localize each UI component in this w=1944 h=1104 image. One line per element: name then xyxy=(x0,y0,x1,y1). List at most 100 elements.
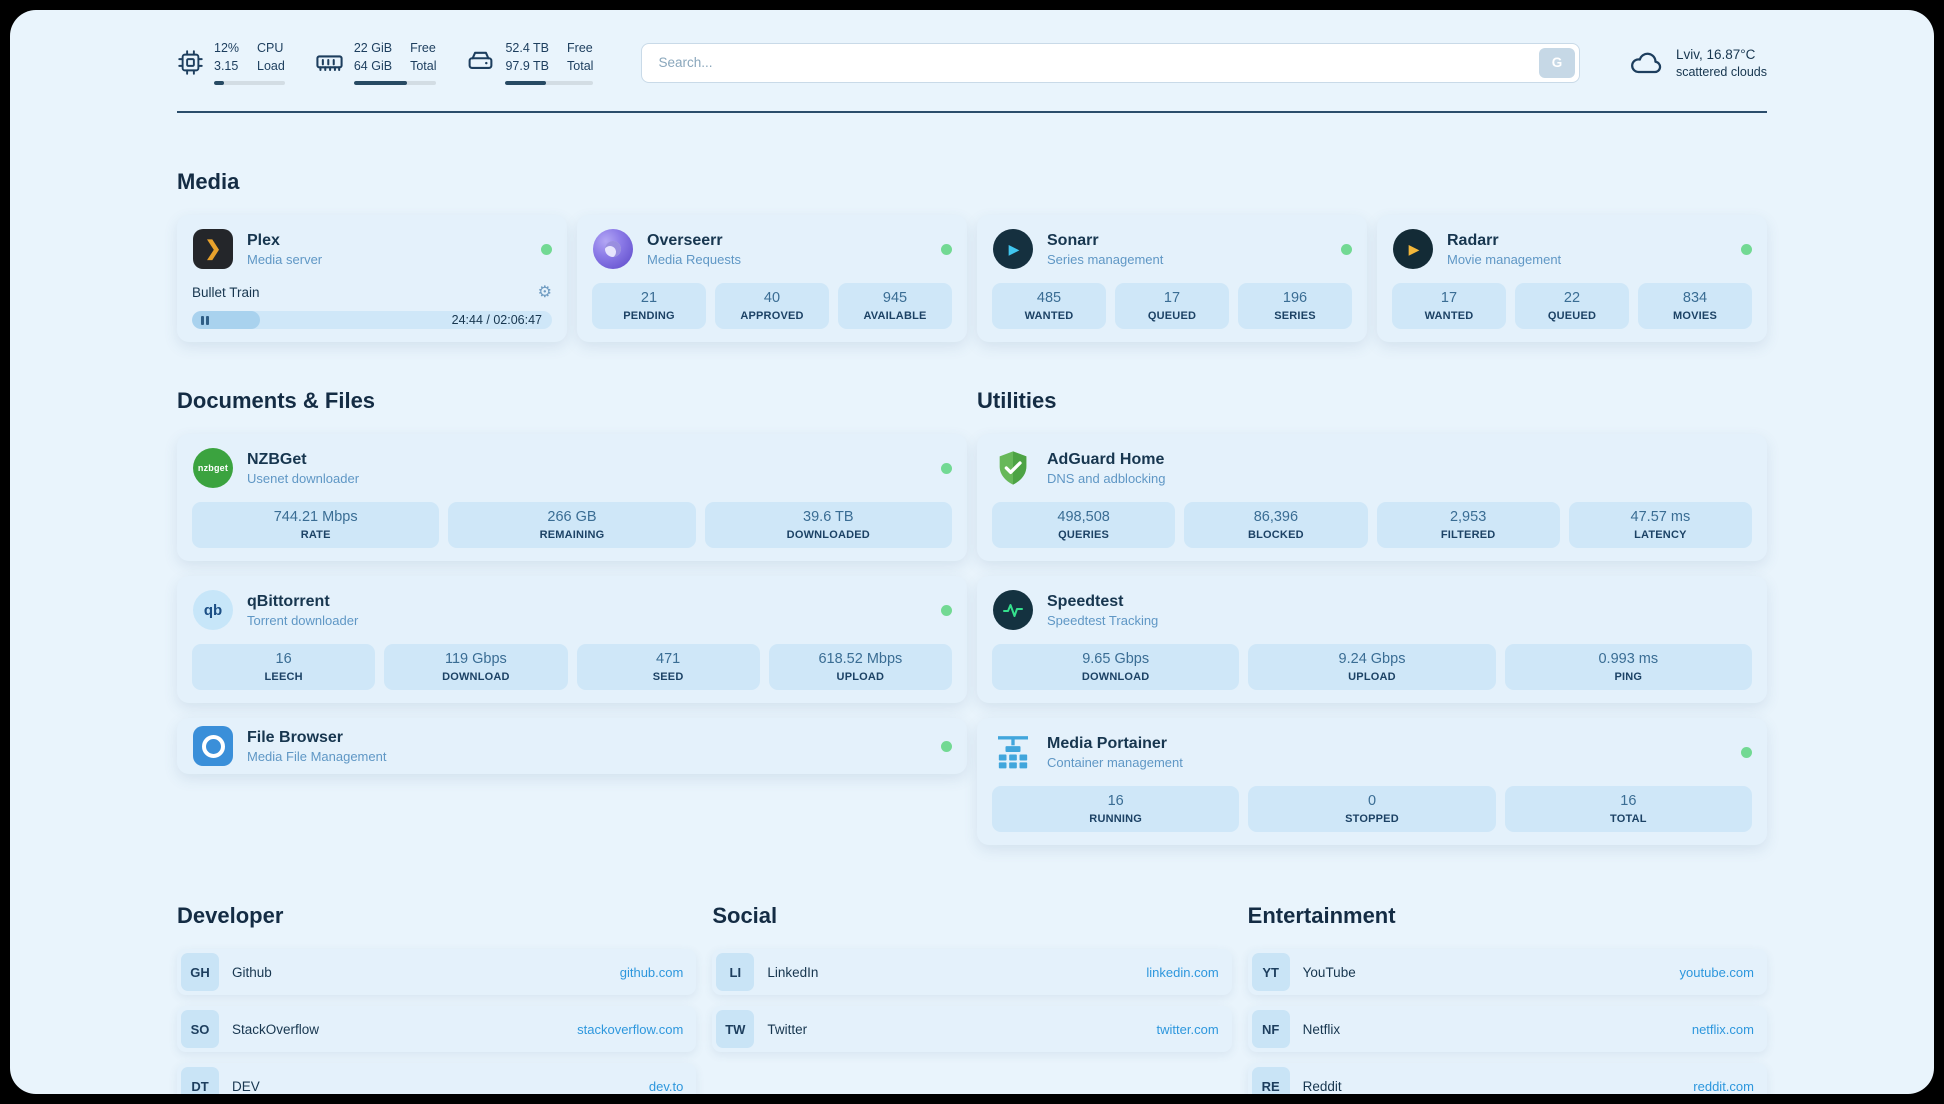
stat-label: WANTED xyxy=(1024,310,1074,322)
stat-label: TOTAL xyxy=(1609,813,1647,825)
app-text: Sonarr Series management xyxy=(1047,232,1163,267)
app-stats: 9.65 Gbps DOWNLOAD 9.24 Gbps UPLOAD 0.99… xyxy=(992,644,1752,690)
app-text: Speedtest Speedtest Tracking xyxy=(1047,593,1158,628)
cpu-chip-icon xyxy=(177,49,204,76)
stat-ping: 0.993 ms PING xyxy=(1504,644,1752,690)
bookmark-url[interactable]: linkedin.com xyxy=(1146,964,1219,980)
media-cards: ❯ Plex Media server Bullet Train ⚙ 24:44… xyxy=(177,215,1767,342)
bookmark-stackoverflow[interactable]: SO StackOverflow stackoverflow.com xyxy=(177,1006,697,1052)
app-card-overseerr[interactable]: Overseerr Media Requests 21 PENDING 40 A… xyxy=(577,215,967,342)
status-online-dot xyxy=(941,462,952,474)
stat-label: PING xyxy=(1614,671,1643,683)
pause-icon[interactable] xyxy=(201,315,209,325)
app-description: Usenet downloader xyxy=(247,470,360,486)
stat-label: UPLOAD xyxy=(836,671,885,683)
app-description: Media server xyxy=(247,251,323,267)
stat-value: 22 xyxy=(1563,290,1581,306)
stat-label: MOVIES xyxy=(1673,310,1717,322)
app-name: File Browser xyxy=(247,728,344,746)
stat-label: DOWNLOAD xyxy=(442,671,510,683)
app-description: Movie management xyxy=(1447,251,1562,267)
section-documents: Documents & Files nzbget NZBGet Usenet d… xyxy=(177,388,967,845)
stat-label: QUEUED xyxy=(1547,310,1597,322)
search-input[interactable] xyxy=(641,42,1580,83)
nzbget-icon: nzbget xyxy=(192,447,234,489)
metric-label: Load xyxy=(257,58,285,73)
stat-blocked: 86,396 BLOCKED xyxy=(1184,502,1368,548)
stat-label: LEECH xyxy=(264,671,303,683)
stat-value: 119 Gbps xyxy=(444,651,507,667)
bookmark-dev[interactable]: DT DEV dev.to xyxy=(177,1063,697,1094)
stat-label: AVAILABLE xyxy=(863,310,927,322)
bookmark-url[interactable]: dev.to xyxy=(648,1078,684,1094)
app-card-adguard-home[interactable]: AdGuard Home DNS and adblocking 498,508 … xyxy=(977,434,1767,561)
stat-value: 945 xyxy=(882,290,908,306)
bookmark-list: YT YouTube youtube.com NF Netflix netfli… xyxy=(1247,949,1767,1094)
bookmark-netflix[interactable]: NF Netflix netflix.com xyxy=(1247,1006,1767,1052)
app-card-nzbget[interactable]: nzbget NZBGet Usenet downloader 744.21 M… xyxy=(177,434,967,561)
qbittorrent-icon: qb xyxy=(192,589,234,631)
bookmark-github[interactable]: GH Github github.com xyxy=(177,949,697,995)
bookmark-group-social: Social LI LinkedIn linkedin.com TW Twitt… xyxy=(712,903,1232,1094)
app-name: Media Portainer xyxy=(1047,734,1168,752)
bookmark-linkedin[interactable]: LI LinkedIn linkedin.com xyxy=(712,949,1232,995)
app-description: Torrent downloader xyxy=(247,612,359,628)
app-card-media-portainer[interactable]: Media Portainer Container management 16 … xyxy=(977,718,1767,845)
section-title-documents: Documents & Files xyxy=(177,388,376,413)
app-card-radarr[interactable]: ▶ Radarr Movie management 17 WANTED 22 Q… xyxy=(1377,215,1767,342)
stat-stopped: 0 STOPPED xyxy=(1248,786,1496,832)
bookmark-url[interactable]: github.com xyxy=(619,964,684,980)
stat-value: 196 xyxy=(1282,290,1308,306)
bookmark-url[interactable]: twitter.com xyxy=(1156,1021,1219,1037)
stat-label: DOWNLOAD xyxy=(1081,671,1150,683)
adguard-icon xyxy=(992,447,1034,489)
playback-progress-bar[interactable]: 24:44 / 02:06:47 xyxy=(192,311,552,329)
bookmark-youtube[interactable]: YT YouTube youtube.com xyxy=(1247,949,1767,995)
stat-label: QUERIES xyxy=(1058,529,1110,541)
bookmark-list: LI LinkedIn linkedin.com TW Twitter twit… xyxy=(712,949,1232,1052)
stat-value: 498,508 xyxy=(1057,509,1110,525)
stat-queries: 498,508 QUERIES xyxy=(992,502,1176,548)
stat-value: 86,396 xyxy=(1253,509,1299,525)
search-provider-button[interactable]: G xyxy=(1538,47,1575,78)
app-card-qbittorrent[interactable]: qb qBittorrent Torrent downloader 16 LEE… xyxy=(177,576,967,703)
bookmark-name: Reddit xyxy=(1302,1078,1342,1094)
app-card-speedtest[interactable]: Speedtest Speedtest Tracking 9.65 Gbps D… xyxy=(977,576,1767,703)
metric-free-total-2: 52.4 TB Free 97.9 TB Total xyxy=(466,40,594,85)
status-online-dot xyxy=(1741,746,1752,758)
gear-icon[interactable]: ⚙ xyxy=(537,284,552,301)
app-card-plex[interactable]: ❯ Plex Media server Bullet Train ⚙ 24:44… xyxy=(177,215,567,342)
topbar: 12% CPU 3.15 Load 22 GiB Free 64 GiB Tot… xyxy=(10,10,1934,85)
plex-icon: ❯ xyxy=(192,228,234,270)
stat-wanted: 17 WANTED xyxy=(1392,283,1506,329)
speedtest-icon xyxy=(992,589,1034,631)
playback-progress-fill xyxy=(192,311,261,329)
app-description: Speedtest Tracking xyxy=(1047,612,1159,628)
search-bar: G xyxy=(641,42,1580,83)
app-card-file-browser[interactable]: File Browser Media File Management xyxy=(177,718,967,774)
metric-label: Total xyxy=(567,58,594,73)
bookmark-name: YouTube xyxy=(1302,964,1356,980)
stat-label: FILTERED xyxy=(1440,529,1496,541)
app-card-header: Media Portainer Container management xyxy=(992,731,1752,773)
stat-label: RUNNING xyxy=(1089,813,1143,825)
bookmark-url[interactable]: reddit.com xyxy=(1693,1078,1754,1094)
metric-value: 52.4 TB xyxy=(505,41,550,55)
bookmark-url[interactable]: stackoverflow.com xyxy=(577,1021,684,1037)
stat-movies: 834 MOVIES xyxy=(1638,283,1752,329)
app-text: Overseerr Media Requests xyxy=(647,232,741,267)
playback-time: 24:44 / 02:06:47 xyxy=(451,313,542,327)
system-metrics: 12% CPU 3.15 Load 22 GiB Free 64 GiB Tot… xyxy=(177,40,594,85)
bookmark-name: Github xyxy=(232,964,272,980)
bookmark-url[interactable]: netflix.com xyxy=(1691,1021,1754,1037)
bookmark-abbr-icon: NF xyxy=(1251,1010,1290,1048)
status-online-dot xyxy=(541,243,552,255)
app-card-sonarr[interactable]: ▶ Sonarr Series management 485 WANTED 17… xyxy=(977,215,1367,342)
bookmark-url[interactable]: youtube.com xyxy=(1679,964,1754,980)
stat-download: 9.65 Gbps DOWNLOAD xyxy=(992,644,1240,690)
bookmark-twitter[interactable]: TW Twitter twitter.com xyxy=(712,1006,1232,1052)
stat-value: 16 xyxy=(275,651,292,667)
metric-value: 22 GiB xyxy=(353,41,393,55)
overseerr-icon xyxy=(592,228,634,270)
bookmark-reddit[interactable]: RE Reddit reddit.com xyxy=(1247,1063,1767,1094)
